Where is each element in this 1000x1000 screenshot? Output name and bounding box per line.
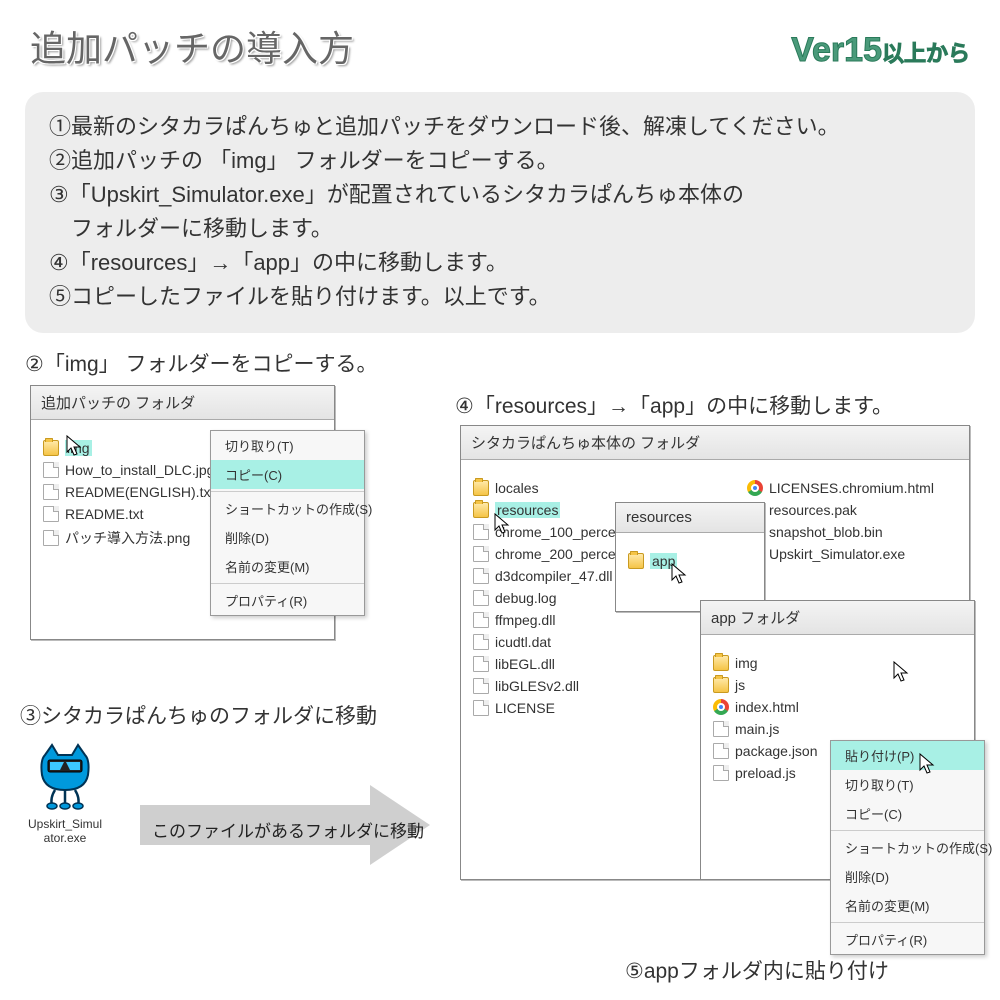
version-badge: Ver15以上から bbox=[791, 31, 970, 70]
context-menu-item[interactable]: 削除(D) bbox=[211, 523, 364, 552]
file-item[interactable]: Upskirt_Simulator.exe bbox=[747, 546, 957, 562]
file-icon bbox=[473, 656, 489, 672]
file-item[interactable]: LICENSES.chromium.html bbox=[747, 480, 957, 496]
window-title: 追加パッチの フォルダ bbox=[31, 386, 334, 420]
context-menu-item[interactable]: プロパティ(R) bbox=[211, 586, 364, 615]
folder-icon bbox=[43, 440, 59, 456]
file-item[interactable]: ffmpeg.dll bbox=[473, 612, 717, 628]
file-name: d3dcompiler_47.dll bbox=[495, 568, 613, 584]
chrome-icon bbox=[747, 480, 763, 496]
window-resources: resources app bbox=[615, 502, 765, 612]
file-name: パッチ導入方法.png bbox=[65, 528, 190, 548]
file-icon bbox=[473, 612, 489, 628]
file-icon bbox=[713, 743, 729, 759]
instruction-box: ①最新のシタカラぱんちゅと追加パッチをダウンロード後、解凍してください。②追加パ… bbox=[25, 92, 975, 333]
file-name: How_to_install_DLC.jpg bbox=[65, 462, 214, 478]
file-item[interactable]: app bbox=[628, 553, 752, 569]
file-name: resources.pak bbox=[769, 502, 857, 518]
context-menu-item[interactable]: ショートカットの作成(S) bbox=[831, 833, 984, 862]
file-icon bbox=[473, 700, 489, 716]
file-icon bbox=[473, 524, 489, 540]
file-item[interactable]: libEGL.dll bbox=[473, 656, 717, 672]
context-menu-item[interactable]: ショートカットの作成(S) bbox=[211, 494, 364, 523]
folder-icon bbox=[628, 553, 644, 569]
file-item[interactable]: locales bbox=[473, 480, 717, 496]
file-name: README.txt bbox=[65, 506, 144, 522]
file-name: index.html bbox=[735, 699, 799, 715]
file-item[interactable]: icudtl.dat bbox=[473, 634, 717, 650]
file-name: ffmpeg.dll bbox=[495, 612, 555, 628]
file-item[interactable]: js bbox=[713, 677, 962, 693]
context-menu-item[interactable]: 切り取り(T) bbox=[211, 431, 364, 460]
context-menu-item[interactable]: 切り取り(T) bbox=[831, 770, 984, 799]
window-title: resources bbox=[616, 503, 764, 533]
file-name: main.js bbox=[735, 721, 779, 737]
chrome-icon bbox=[713, 699, 729, 715]
arrow-label: このファイルがあるフォルダに移動 bbox=[148, 817, 428, 842]
file-icon bbox=[473, 634, 489, 650]
file-name: Upskirt_Simulator.exe bbox=[769, 546, 905, 562]
file-item[interactable]: snapshot_blob.bin bbox=[747, 524, 957, 540]
context-menu-item[interactable]: 削除(D) bbox=[831, 862, 984, 891]
file-icon bbox=[473, 590, 489, 606]
step3-label: ③シタカラぱんちゅのフォルダに移動 bbox=[20, 700, 377, 730]
file-name: README(ENGLISH).txt bbox=[65, 484, 214, 500]
file-item[interactable]: index.html bbox=[713, 699, 962, 715]
file-icon bbox=[713, 765, 729, 781]
step2-label: ②「img」 フォルダーをコピーする。 bbox=[25, 348, 378, 378]
file-name: img bbox=[735, 655, 758, 671]
context-menu-item[interactable]: 貼り付け(P) bbox=[831, 741, 984, 770]
file-name: preload.js bbox=[735, 765, 796, 781]
window-title: シタカラぱんちゅ本体の フォルダ bbox=[461, 426, 969, 460]
file-name: debug.log bbox=[495, 590, 557, 606]
context-menu-item[interactable]: 名前の変更(M) bbox=[831, 891, 984, 920]
context-menu-item[interactable]: コピー(C) bbox=[831, 799, 984, 828]
file-name: js bbox=[735, 677, 745, 693]
file-icon bbox=[43, 506, 59, 522]
exe-icon: Upskirt_Simulator.exe bbox=[25, 740, 105, 846]
folder-icon bbox=[473, 502, 489, 518]
file-icon bbox=[473, 546, 489, 562]
file-name: resources bbox=[495, 502, 560, 518]
context-menu-item[interactable]: コピー(C) bbox=[211, 460, 364, 489]
folder-icon bbox=[713, 677, 729, 693]
file-name: libEGL.dll bbox=[495, 656, 555, 672]
file-icon bbox=[713, 721, 729, 737]
file-icon bbox=[43, 530, 59, 546]
file-name: LICENSE bbox=[495, 700, 555, 716]
file-name: LICENSES.chromium.html bbox=[769, 480, 934, 496]
file-item[interactable]: main.js bbox=[713, 721, 962, 737]
context-menu-copy[interactable]: 切り取り(T)コピー(C) ショートカットの作成(S)削除(D)名前の変更(M) プ… bbox=[210, 430, 365, 616]
file-icon bbox=[473, 678, 489, 694]
file-icon bbox=[473, 568, 489, 584]
step5-label: ⑤appフォルダ内に貼り付け bbox=[625, 955, 889, 985]
context-menu-item[interactable]: 名前の変更(M) bbox=[211, 552, 364, 581]
file-item[interactable]: libGLESv2.dll bbox=[473, 678, 717, 694]
folder-icon bbox=[473, 480, 489, 496]
file-name: icudtl.dat bbox=[495, 634, 551, 650]
step4-label: ④「resources」→「app」の中に移動します。 bbox=[455, 390, 893, 420]
folder-icon bbox=[713, 655, 729, 671]
file-name: img bbox=[65, 440, 92, 456]
file-item[interactable]: img bbox=[713, 655, 962, 671]
file-name: libGLESv2.dll bbox=[495, 678, 579, 694]
window-title: app フォルダ bbox=[701, 601, 974, 635]
file-item[interactable]: resources.pak bbox=[747, 502, 957, 518]
page-title: 追加パッチの導入方 bbox=[30, 20, 354, 72]
file-icon bbox=[43, 484, 59, 500]
file-item[interactable]: LICENSE bbox=[473, 700, 717, 716]
file-name: snapshot_blob.bin bbox=[769, 524, 883, 540]
context-menu-item[interactable]: プロパティ(R) bbox=[831, 925, 984, 954]
file-name: package.json bbox=[735, 743, 818, 759]
file-icon bbox=[43, 462, 59, 478]
context-menu-paste[interactable]: 貼り付け(P)切り取り(T)コピー(C) ショートカットの作成(S)削除(D)名前… bbox=[830, 740, 985, 955]
file-name: locales bbox=[495, 480, 539, 496]
file-name: app bbox=[650, 553, 677, 569]
